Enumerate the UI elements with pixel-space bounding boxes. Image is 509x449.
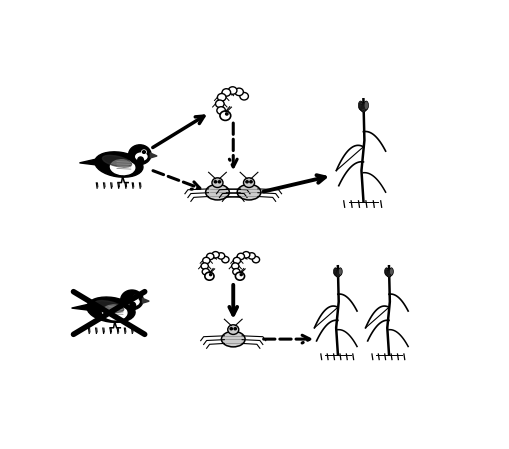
Circle shape	[252, 256, 260, 263]
Circle shape	[218, 181, 220, 183]
Ellipse shape	[360, 102, 364, 111]
Ellipse shape	[335, 269, 340, 277]
Ellipse shape	[102, 155, 131, 167]
Circle shape	[225, 113, 228, 115]
Ellipse shape	[389, 269, 392, 276]
Circle shape	[243, 251, 250, 258]
Polygon shape	[79, 158, 98, 165]
Circle shape	[214, 181, 217, 183]
Circle shape	[206, 273, 213, 279]
Circle shape	[205, 272, 214, 280]
Polygon shape	[143, 298, 149, 303]
Ellipse shape	[95, 300, 124, 313]
Circle shape	[246, 181, 248, 183]
Polygon shape	[150, 153, 157, 158]
Circle shape	[240, 274, 242, 276]
Circle shape	[129, 145, 151, 164]
Circle shape	[215, 100, 224, 108]
Ellipse shape	[385, 268, 388, 275]
Circle shape	[243, 178, 254, 188]
Ellipse shape	[361, 103, 365, 112]
Ellipse shape	[363, 102, 367, 110]
Ellipse shape	[110, 160, 135, 175]
Ellipse shape	[358, 101, 363, 110]
Ellipse shape	[388, 269, 392, 277]
Circle shape	[229, 87, 237, 94]
Ellipse shape	[102, 305, 127, 320]
Circle shape	[232, 263, 239, 269]
Ellipse shape	[386, 269, 390, 277]
Ellipse shape	[359, 102, 363, 110]
Ellipse shape	[337, 269, 341, 277]
Circle shape	[240, 92, 248, 100]
Ellipse shape	[389, 268, 393, 275]
Ellipse shape	[361, 103, 366, 112]
Circle shape	[142, 150, 146, 154]
Circle shape	[212, 251, 219, 258]
Circle shape	[217, 93, 226, 101]
Circle shape	[220, 111, 231, 120]
Circle shape	[134, 296, 137, 299]
Circle shape	[221, 112, 230, 119]
Circle shape	[210, 274, 212, 276]
Circle shape	[121, 290, 143, 310]
Circle shape	[234, 328, 236, 330]
Ellipse shape	[387, 269, 390, 277]
Circle shape	[237, 253, 244, 260]
Circle shape	[207, 253, 214, 260]
Circle shape	[217, 107, 225, 114]
Ellipse shape	[334, 269, 338, 276]
Circle shape	[143, 151, 146, 154]
Circle shape	[222, 89, 231, 96]
Circle shape	[217, 253, 225, 259]
Ellipse shape	[130, 302, 135, 308]
Ellipse shape	[221, 331, 245, 347]
Circle shape	[235, 88, 243, 96]
Ellipse shape	[364, 101, 369, 110]
Ellipse shape	[335, 269, 338, 277]
Ellipse shape	[338, 268, 342, 275]
Circle shape	[230, 328, 233, 330]
Circle shape	[212, 178, 223, 188]
Polygon shape	[72, 304, 91, 310]
Circle shape	[235, 272, 244, 280]
Ellipse shape	[206, 185, 229, 200]
Circle shape	[233, 269, 240, 275]
Ellipse shape	[362, 102, 367, 111]
Ellipse shape	[387, 269, 391, 277]
Ellipse shape	[87, 297, 135, 322]
Circle shape	[134, 295, 138, 299]
Circle shape	[250, 181, 252, 183]
Circle shape	[228, 325, 239, 335]
Circle shape	[202, 269, 210, 275]
Ellipse shape	[337, 269, 342, 276]
Ellipse shape	[237, 185, 261, 200]
Ellipse shape	[333, 268, 337, 275]
Circle shape	[233, 257, 241, 264]
Ellipse shape	[136, 153, 147, 160]
Ellipse shape	[385, 269, 389, 276]
Ellipse shape	[95, 152, 143, 177]
Circle shape	[203, 257, 210, 264]
Ellipse shape	[138, 157, 144, 163]
Ellipse shape	[336, 269, 340, 277]
Circle shape	[236, 273, 244, 279]
Circle shape	[222, 256, 229, 263]
Circle shape	[248, 253, 256, 259]
Circle shape	[201, 263, 208, 269]
Ellipse shape	[128, 298, 139, 305]
